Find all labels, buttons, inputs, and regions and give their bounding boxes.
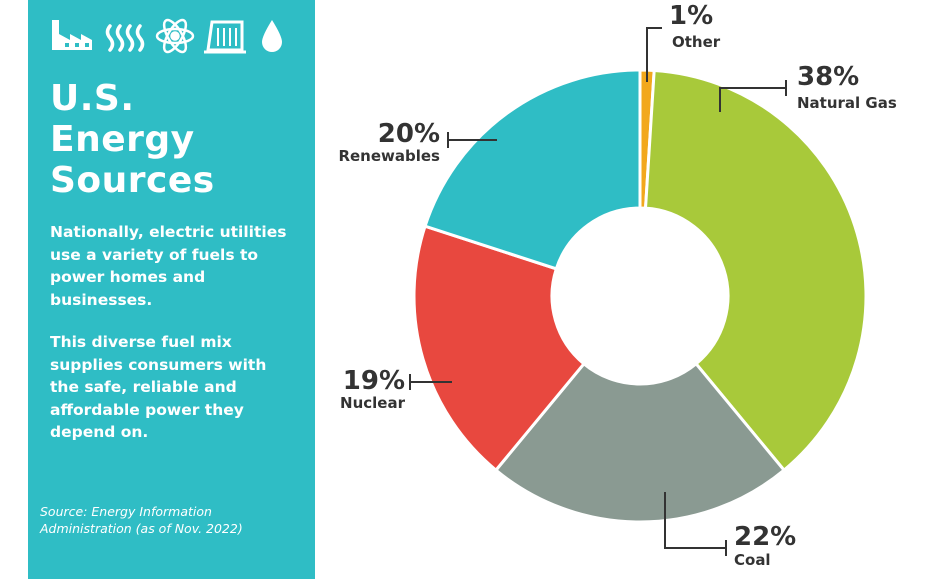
source-line: Source: Energy Information [40, 504, 212, 519]
factory-icon [52, 20, 92, 50]
intro-paragraph: Nationally, electric utilities use a var… [50, 221, 312, 311]
paragraph-line: affordable power they [50, 400, 244, 419]
paragraph-line: the safe, reliable and [50, 378, 237, 396]
title-line: U.S. [50, 78, 135, 119]
dam-icon [204, 20, 246, 54]
title-line: Energy [50, 119, 195, 160]
paragraph-line: businesses. [50, 290, 153, 309]
leader-line-nuclear [409, 374, 452, 390]
category-label-nuclear: Nuclear [340, 394, 406, 412]
fuel-mix-paragraph: This diverse fuel mix supplies consumers… [50, 331, 312, 444]
slice-renewables [423, 68, 642, 271]
paragraph-line: Nationally, electric utilities [50, 223, 287, 241]
slice-coal [493, 361, 787, 524]
category-label-renewables: Renewables [338, 147, 440, 165]
paragraph-line: depend on. [50, 423, 149, 441]
source-line: Administration (as of Nov. 2022) [40, 521, 243, 536]
atom-icon [155, 18, 195, 54]
data-label-coal: 22% [734, 522, 796, 552]
leader-line-other [646, 27, 662, 82]
data-label-natural-gas: 38% [797, 62, 859, 92]
source-note: Source: Energy Information Administratio… [40, 503, 310, 537]
energy-icons-row [52, 18, 282, 54]
data-label-other: 1% [669, 1, 713, 31]
data-label-renewables: 20% [378, 119, 440, 149]
slice-natural-gas [643, 68, 868, 473]
category-label-coal: Coal [734, 551, 771, 569]
data-label-nuclear: 19% [343, 366, 405, 396]
paragraph-line: supplies consumers with [50, 355, 267, 374]
title-line: Sources [50, 160, 215, 201]
paragraph-line: use a variety of fuels to [50, 245, 259, 264]
info-panel: U.S. Energy Sources Nationally, electric… [28, 0, 315, 579]
paragraph-line: power homes and [50, 268, 206, 286]
page-title: U.S. Energy Sources [50, 78, 215, 201]
category-label-other: Other [672, 33, 721, 51]
leader-line-renewables [447, 132, 497, 148]
category-label-natural-gas: Natural Gas [797, 94, 897, 112]
paragraph-line: This diverse fuel mix [50, 333, 232, 351]
leader-line-natural-gas [719, 80, 787, 112]
slice-nuclear [412, 224, 587, 473]
heat-waves-icon [105, 24, 145, 52]
leader-line-coal [664, 492, 727, 556]
water-drop-icon [262, 20, 282, 52]
